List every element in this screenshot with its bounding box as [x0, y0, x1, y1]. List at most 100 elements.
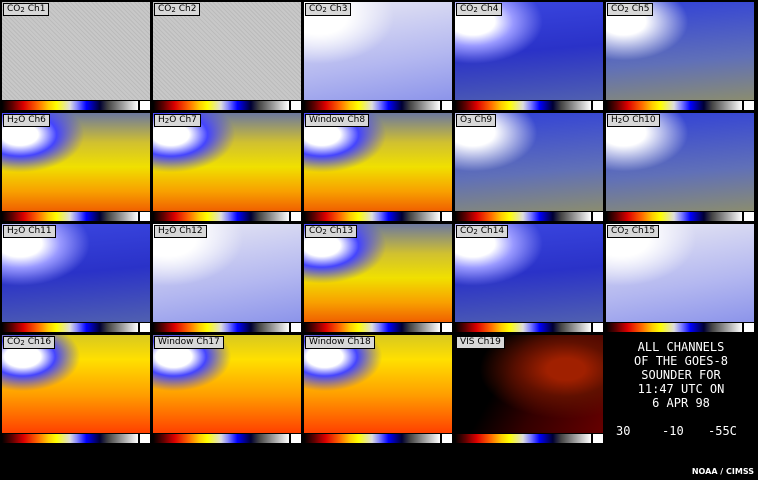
channel-image: H2O Ch11 [2, 224, 150, 322]
color-bar [304, 434, 452, 443]
label-text: O Ch7 [169, 115, 197, 125]
label-text: O Ch6 [18, 115, 46, 125]
subscript: 2 [322, 228, 327, 236]
label-text: O Ch12 [169, 226, 203, 236]
label-text: CO [460, 4, 474, 14]
color-end [593, 434, 603, 443]
color-gradient [606, 101, 742, 110]
color-gradient [606, 212, 742, 221]
color-bar [455, 434, 603, 443]
label-text: Ch5 [628, 4, 650, 14]
color-bar [153, 101, 301, 110]
label-text: Ch14 [477, 226, 505, 236]
channel-image: CO2 Ch3 [304, 2, 452, 100]
label-text: Window Ch8 [309, 115, 366, 125]
channel-image: CO2 Ch5 [606, 2, 754, 100]
channel-image: CO2 Ch16 [2, 335, 150, 433]
color-gradient [455, 323, 591, 332]
label-text: Ch13 [326, 226, 354, 236]
subscript: 2 [171, 6, 176, 14]
color-gradient [2, 101, 138, 110]
label-text: H [7, 115, 14, 125]
color-end [442, 212, 452, 221]
label-text: H [158, 226, 165, 236]
subscript: 3 [467, 117, 472, 125]
subscript: 2 [473, 228, 478, 236]
channel-label: H2O Ch7 [154, 114, 201, 127]
channel-image: Window Ch17 [153, 335, 301, 433]
channel-label: O3 Ch9 [456, 114, 497, 127]
color-bar [153, 323, 301, 332]
label-text: Window Ch17 [158, 337, 220, 347]
color-gradient [455, 101, 591, 110]
label-text: Ch15 [628, 226, 656, 236]
channel-label: CO2 Ch1 [3, 3, 50, 16]
channel-label: H2O Ch6 [3, 114, 50, 127]
color-gradient [304, 323, 440, 332]
caption-line: 11:47 UTC ON [637, 382, 725, 396]
color-gradient [455, 434, 591, 443]
label-text: CO [309, 4, 323, 14]
channel-image: Window Ch8 [304, 113, 452, 211]
color-end [593, 212, 603, 221]
color-bar [304, 323, 452, 332]
color-bar [2, 323, 150, 332]
subscript: 2 [20, 339, 25, 347]
color-end [291, 323, 301, 332]
color-gradient [304, 434, 440, 443]
caption-line: OF THE GOES-8 [634, 354, 728, 368]
channel-label: H2O Ch12 [154, 225, 207, 238]
color-gradient [153, 212, 289, 221]
color-bar [304, 212, 452, 221]
color-gradient [455, 212, 591, 221]
color-gradient [2, 323, 138, 332]
subscript: 2 [164, 228, 170, 236]
subscript: 2 [20, 6, 25, 14]
label-text: H [158, 115, 165, 125]
channel-image: CO2 Ch1 [2, 2, 150, 100]
channel-image: H2O Ch10 [606, 113, 754, 211]
channel-label: H2O Ch11 [3, 225, 56, 238]
channel-label: CO2 Ch4 [456, 3, 503, 16]
label-text: CO [7, 337, 21, 347]
label-text: H [611, 115, 618, 125]
color-bar [606, 212, 754, 221]
channel-image: H2O Ch6 [2, 113, 150, 211]
scale-label: 30 [616, 424, 631, 438]
label-text: VIS Ch19 [460, 337, 501, 347]
color-end [140, 101, 150, 110]
subscript: 2 [13, 228, 19, 236]
label-text: O Ch10 [622, 115, 656, 125]
channel-image: CO2 Ch13 [304, 224, 452, 322]
channel-image: CO2 Ch2 [153, 2, 301, 100]
label-text: H [7, 226, 14, 236]
subscript: 2 [624, 6, 629, 14]
color-end [291, 212, 301, 221]
color-end [442, 323, 452, 332]
color-end [291, 101, 301, 110]
caption-line: SOUNDER FOR [641, 368, 721, 382]
color-end [593, 323, 603, 332]
subscript: 2 [473, 6, 478, 14]
color-gradient [304, 212, 440, 221]
subscript: 2 [322, 6, 327, 14]
color-bar [2, 101, 150, 110]
channel-label: Window Ch18 [305, 336, 375, 349]
color-gradient [153, 434, 289, 443]
credit: NOAA / CIMSS [691, 467, 754, 476]
label-text: CO [309, 226, 323, 236]
color-gradient [304, 101, 440, 110]
color-end [291, 434, 301, 443]
channel-label: Window Ch8 [305, 114, 370, 127]
label-text: CO [460, 226, 474, 236]
channel-label: CO2 Ch5 [607, 3, 654, 16]
scale-label: -55C [708, 424, 737, 438]
color-bar [2, 434, 150, 443]
channel-label: CO2 Ch15 [607, 225, 660, 238]
label-text: Ch2 [175, 4, 197, 14]
subscript: 2 [624, 228, 629, 236]
label-text: O Ch11 [18, 226, 52, 236]
channel-label: CO2 Ch3 [305, 3, 352, 16]
color-gradient [606, 323, 742, 332]
channel-image: CO2 Ch4 [455, 2, 603, 100]
